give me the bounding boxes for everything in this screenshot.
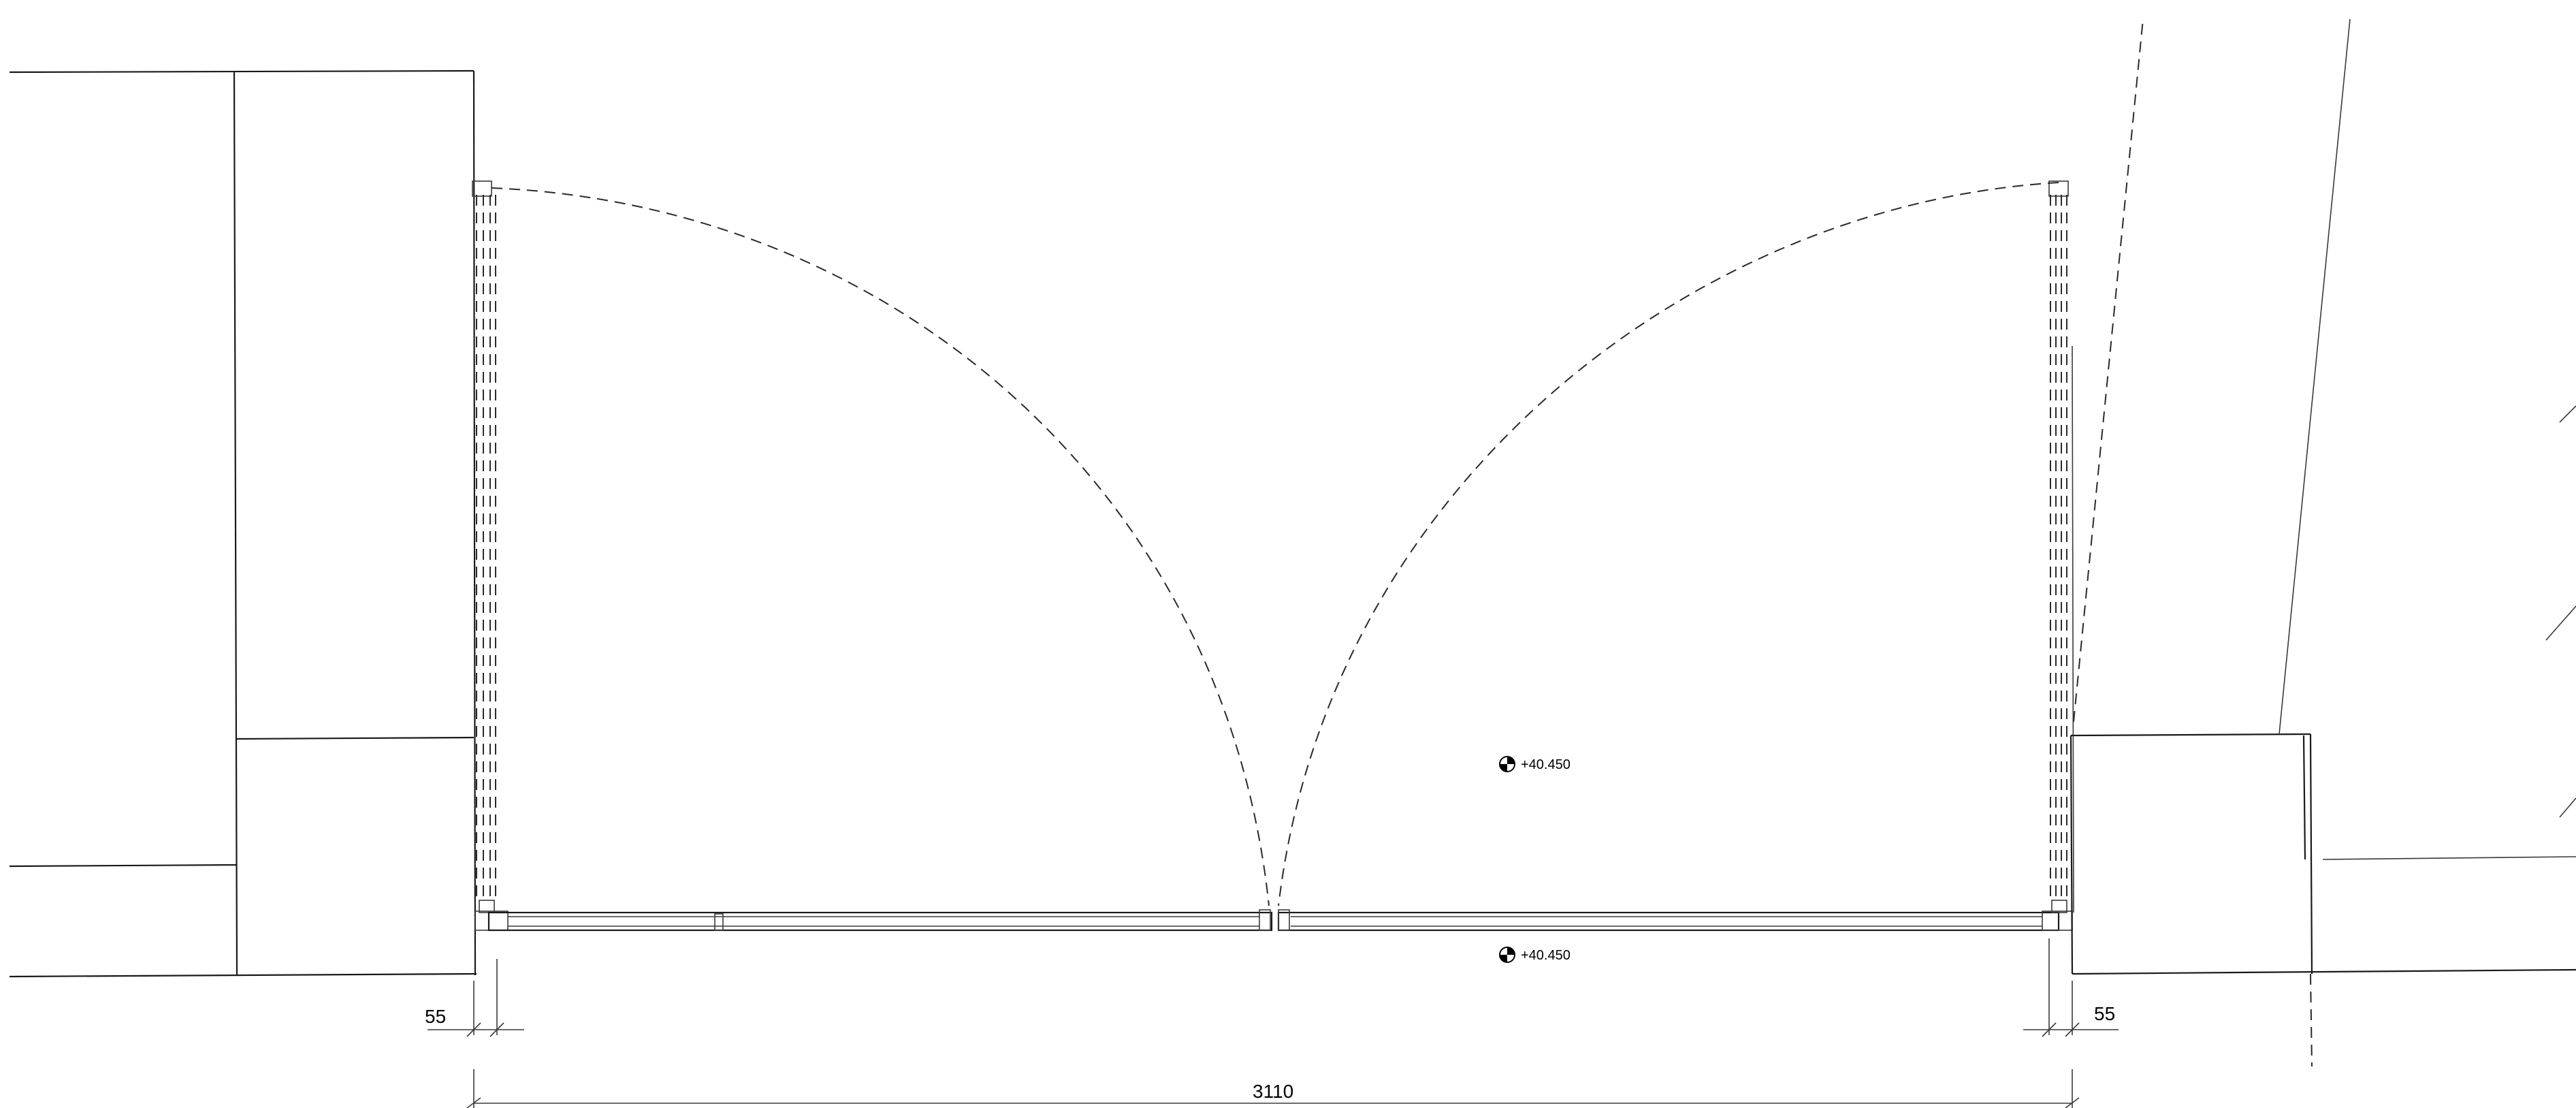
dim-overall-label: 3110 <box>1253 1081 1293 1102</box>
right-gate-post <box>2042 180 2074 931</box>
right-swing-arc <box>1278 182 2059 906</box>
level-marker-outer: +40.450 <box>1499 947 1571 963</box>
right-gate-leaf <box>1277 909 2060 932</box>
dimension-overall: 3110 <box>466 1069 2080 1108</box>
left-wall-block <box>9 69 477 978</box>
level-label-outer: +40.450 <box>1521 948 1571 963</box>
left-gate-leaf <box>487 909 1273 932</box>
gate-swing-arcs <box>491 182 2059 906</box>
dim-left-offset-label: 55 <box>425 1006 446 1027</box>
dim-right-offset-label: 55 <box>2094 1003 2115 1024</box>
right-wall-block <box>2070 18 2576 1067</box>
left-gate-post <box>472 180 509 931</box>
dimension-right-offset: 55 <box>2023 938 2119 1037</box>
level-label-inner: +40.450 <box>1521 757 1571 772</box>
dimension-left-offset: 55 <box>425 959 524 1037</box>
left-swing-arc <box>491 187 1270 906</box>
level-marker-inner: +40.450 <box>1499 756 1571 772</box>
